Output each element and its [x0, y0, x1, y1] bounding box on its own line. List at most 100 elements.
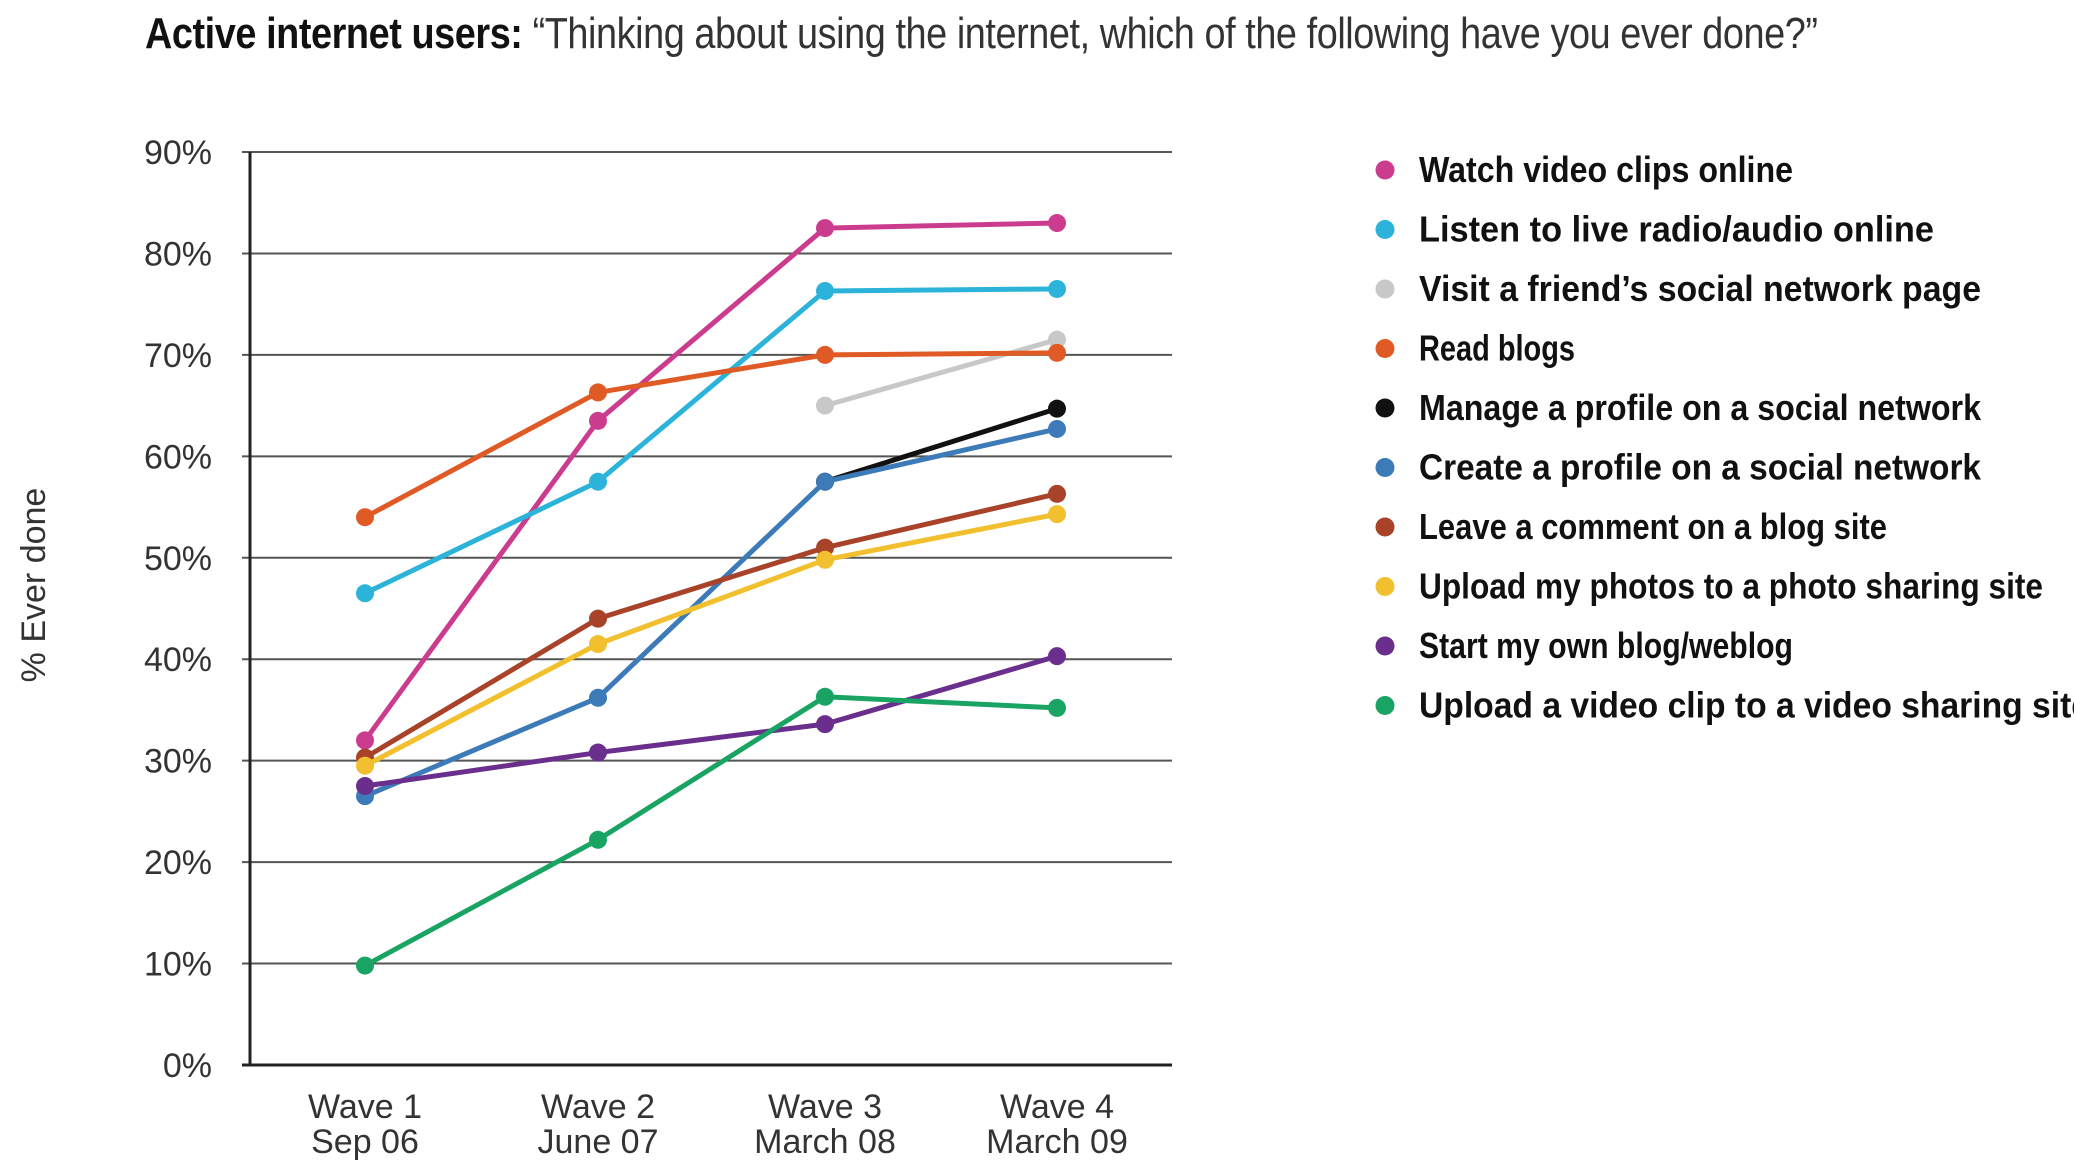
x-tick-label-date: June 07: [538, 1123, 659, 1161]
gridlines: [242, 151, 1172, 965]
data-point: [1048, 330, 1066, 349]
data-point: [816, 345, 834, 364]
legend-marker: [1375, 398, 1395, 418]
legend-marker: [1375, 160, 1395, 180]
series-line: [822, 337, 1060, 409]
legend-label: Watch video clips online: [1419, 149, 1793, 190]
series-line: [362, 653, 1060, 789]
data-point: [589, 609, 607, 628]
x-tick-label: Wave 4: [1000, 1088, 1114, 1126]
data-point: [589, 411, 607, 430]
data-point: [816, 550, 834, 569]
data-point: [816, 219, 834, 238]
series-line: [362, 491, 1060, 761]
series-7: [356, 484, 1066, 767]
data-point: [589, 383, 607, 402]
data-point: [589, 830, 607, 849]
data-point: [589, 635, 607, 654]
data-point: [816, 281, 834, 300]
y-tick-label: 50%: [144, 540, 212, 578]
data-point: [356, 956, 374, 975]
legend-marker: [1375, 636, 1395, 656]
chart-title-bold: Active internet users:: [145, 9, 523, 58]
data-point: [1048, 214, 1066, 233]
data-point: [1048, 484, 1066, 503]
legend-marker: [1375, 220, 1395, 239]
legend-label: Visit a friend’s social network page: [1419, 268, 1981, 309]
series-1: [356, 214, 1066, 750]
legend-label: Listen to live radio/audio online: [1419, 209, 1934, 250]
series-8: [356, 505, 1066, 775]
data-point: [816, 472, 834, 491]
legend-label: Create a profile on a social network: [1419, 447, 1982, 488]
data-point: [1048, 399, 1066, 418]
series-2: [356, 279, 1066, 603]
x-tick-label: Wave 3: [768, 1088, 882, 1126]
series-line: [362, 350, 1060, 520]
y-tick-label: 20%: [144, 844, 212, 882]
data-point: [1048, 279, 1066, 298]
y-tick-label: 10%: [144, 946, 212, 984]
x-tick-label-date: March 09: [986, 1123, 1128, 1161]
y-tick-label: 30%: [144, 743, 212, 781]
series-4: [356, 343, 1066, 527]
legend-label: Upload a video clip to a video sharing s…: [1419, 685, 2074, 726]
y-tick-label: 40%: [144, 641, 212, 679]
data-point: [816, 687, 834, 706]
y-tick-label: 70%: [144, 337, 212, 375]
series-line: [362, 220, 1060, 743]
legend: Watch video clips online Listen to live r…: [1375, 149, 2074, 726]
series-line: [362, 694, 1060, 969]
legend-label: Start my own blog/weblog: [1419, 625, 1793, 666]
data-point: [589, 688, 607, 707]
legend-marker: [1375, 696, 1395, 715]
series-9: [356, 647, 1066, 796]
series-6: [356, 419, 1066, 806]
legend-label: Upload my photos to a photo sharing site: [1419, 566, 2043, 607]
y-tick-label: 0%: [163, 1047, 212, 1085]
x-tick-label-date: Sep 06: [311, 1123, 419, 1161]
data-point: [589, 743, 607, 762]
chart-title: Active internet users: “Thinking about u…: [145, 6, 1818, 62]
data-point: [356, 777, 374, 796]
y-tick-label: 60%: [144, 438, 212, 476]
chart-title-question: “Thinking about using the internet, whic…: [532, 9, 1818, 58]
legend-marker: [1375, 517, 1395, 537]
y-tick-label: 90%: [144, 134, 212, 172]
data-point: [356, 584, 374, 603]
data-point: [1048, 647, 1066, 666]
legend-label: Read blogs: [1419, 328, 1575, 369]
data-point: [816, 715, 834, 734]
legend-marker: [1375, 577, 1395, 596]
y-axis-label: % Ever done: [15, 488, 53, 683]
series-line: [822, 406, 1060, 485]
axes: [242, 152, 1172, 1067]
y-tick-label: 80%: [144, 235, 212, 273]
series-line: [362, 511, 1060, 769]
series-3: [816, 330, 1066, 415]
series-line: [362, 426, 1060, 799]
x-tick-label: Wave 1: [308, 1088, 422, 1126]
legend-marker: [1375, 458, 1395, 477]
legend-label: Leave a comment on a blog site: [1419, 506, 1887, 547]
data-point: [356, 508, 374, 527]
data-point: [1048, 419, 1066, 438]
series-line: [362, 286, 1060, 596]
x-tick-label-date: March 08: [754, 1123, 896, 1161]
data-point: [1048, 505, 1066, 524]
legend-marker: [1375, 339, 1395, 358]
data-point: [589, 472, 607, 491]
data-point: [816, 396, 834, 415]
series-10: [356, 687, 1066, 975]
data-point: [356, 756, 374, 775]
data-point: [1048, 343, 1066, 362]
x-tick-label: Wave 2: [541, 1088, 655, 1126]
legend-marker: [1375, 279, 1395, 299]
data-point: [356, 731, 374, 750]
legend-label: Manage a profile on a social network: [1419, 387, 1982, 428]
series: [356, 214, 1066, 975]
data-point: [1048, 698, 1066, 717]
y-tick-labels: 0% 10% 20% 30% 40% 50% 60% 70% 80% 90%: [144, 134, 212, 1085]
